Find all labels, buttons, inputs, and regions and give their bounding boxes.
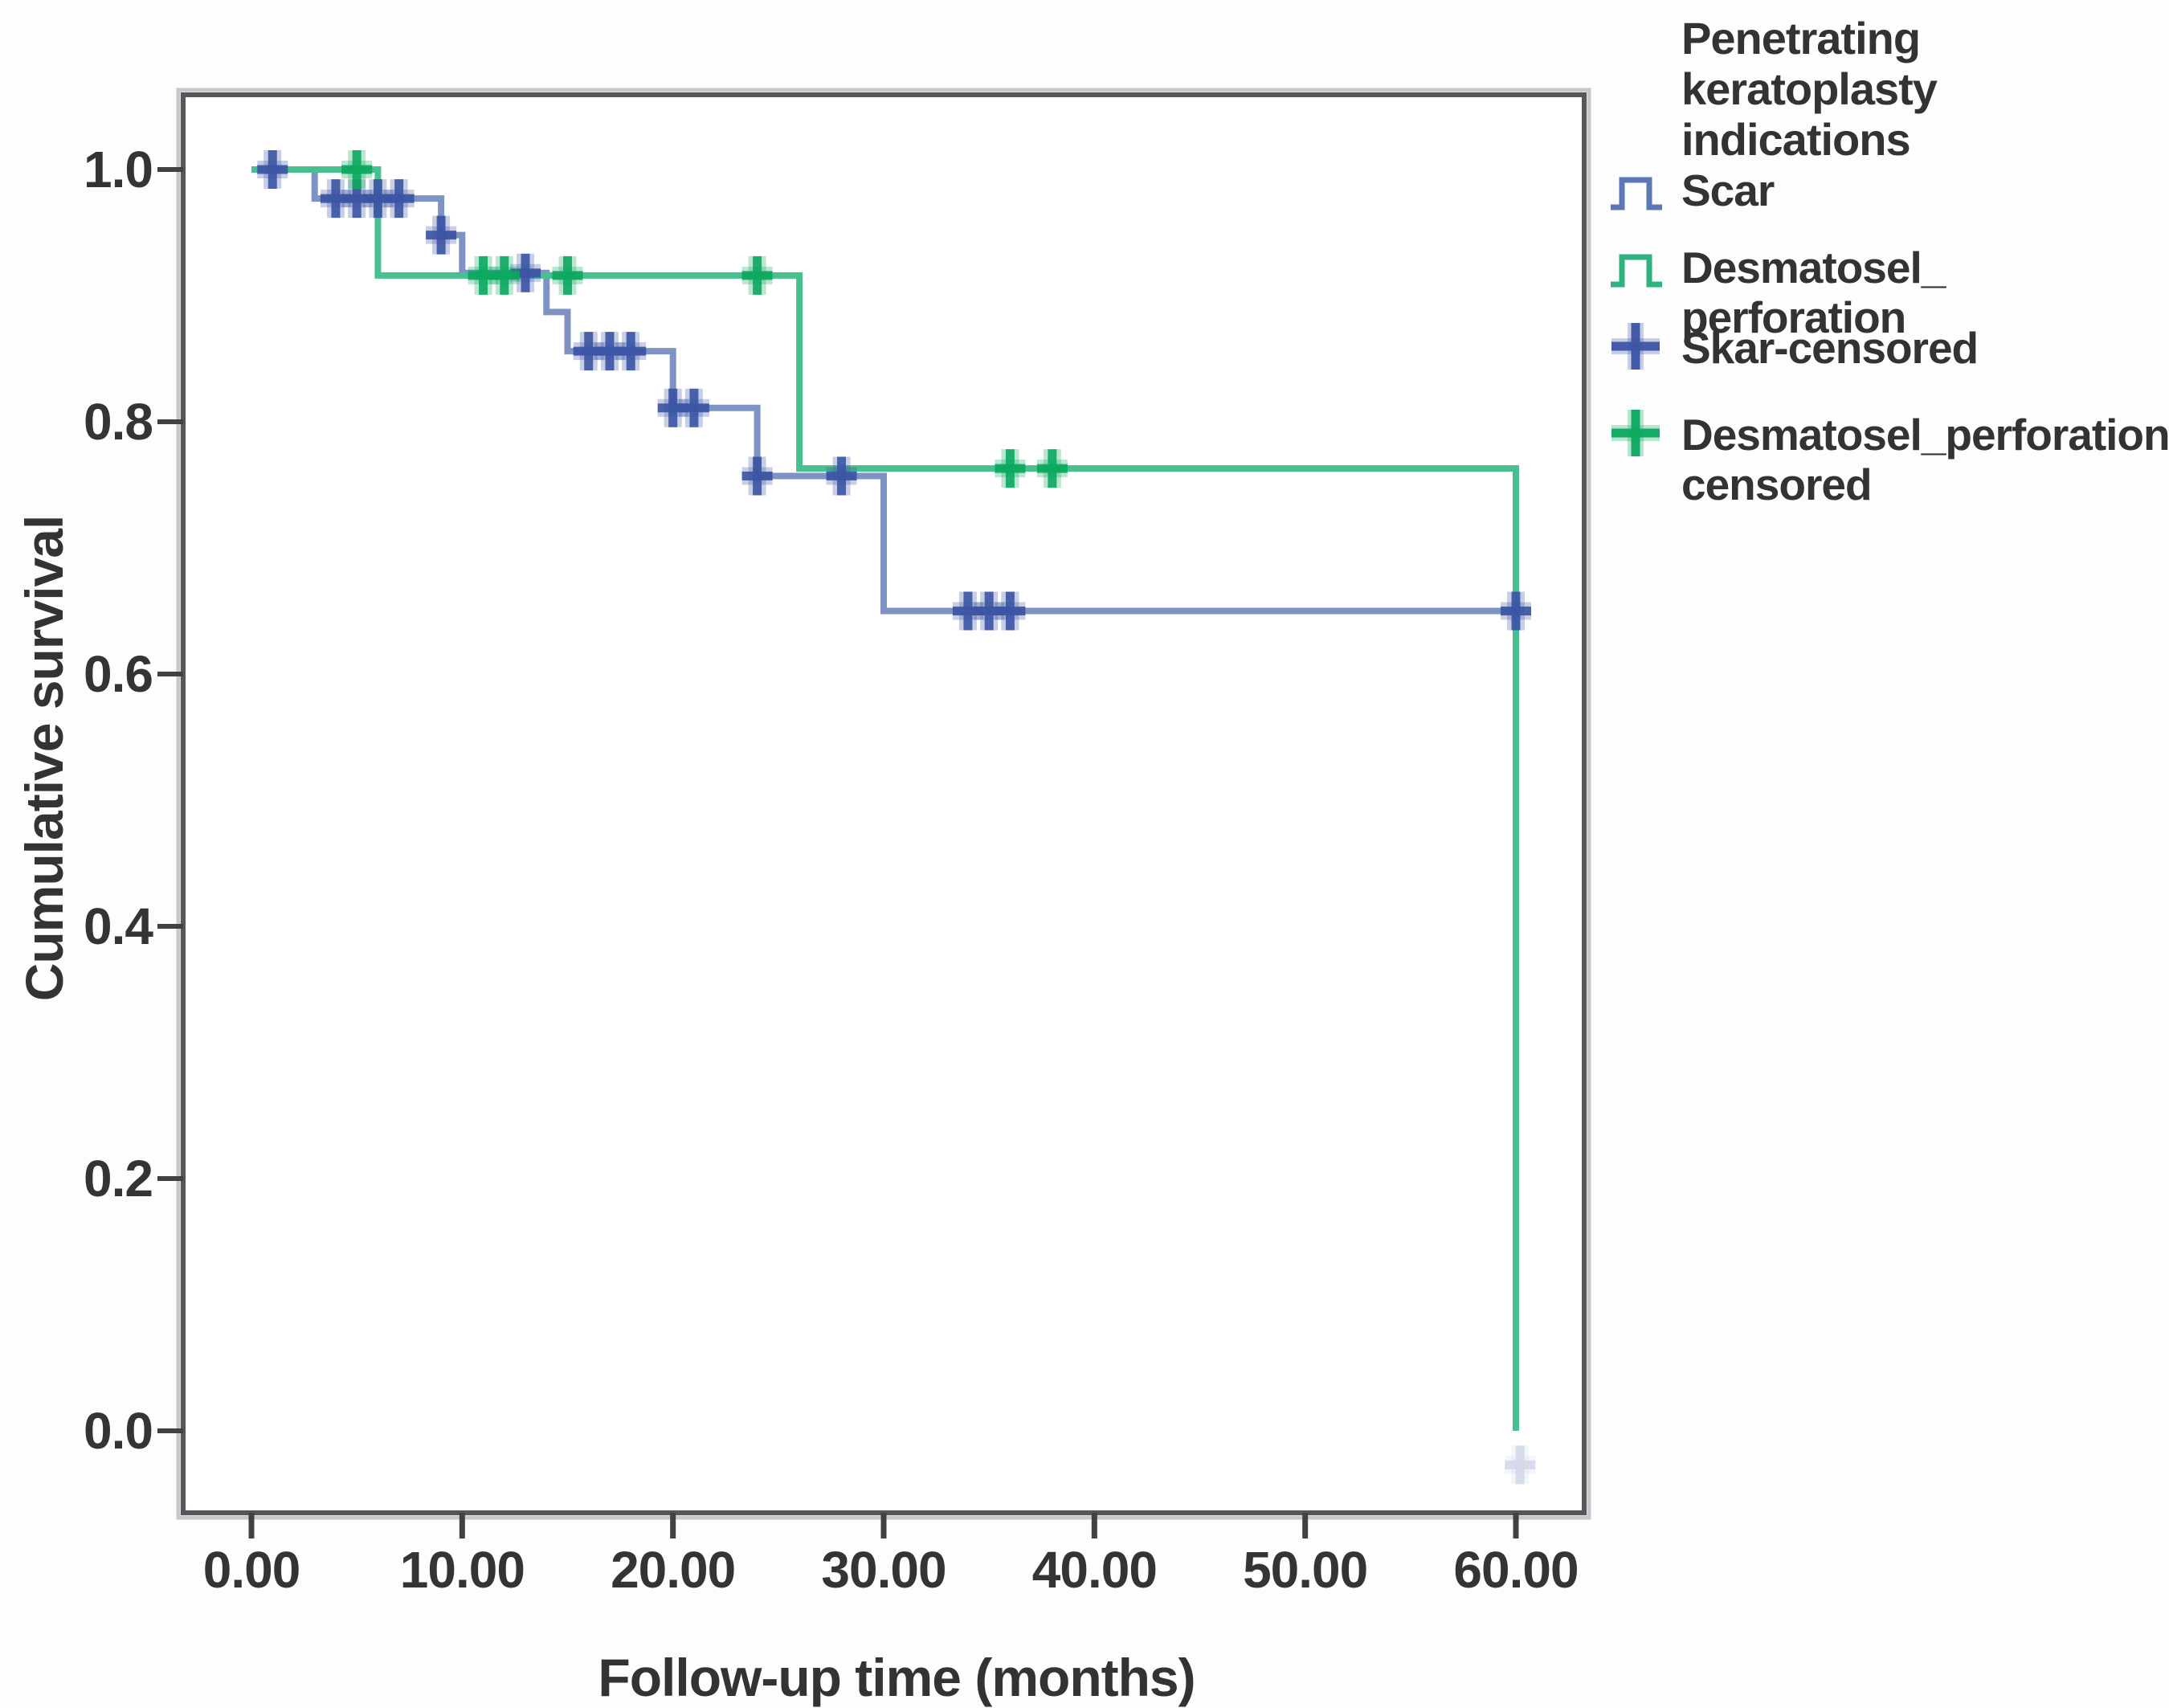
y-tick-label: 0.6 (84, 645, 153, 703)
survival-curve-scar (251, 166, 1516, 615)
legend-censor-plus-icon (1611, 323, 1660, 370)
censor-plus-marker (741, 255, 773, 295)
censor-plus-marker (678, 388, 709, 427)
legend-title: Penetrating keratoplasty indications (1681, 13, 1938, 165)
censor-plus-marker (488, 255, 520, 295)
x-tick-label: 40.00 (1031, 1541, 1158, 1599)
x-axis-title: Follow-up time (months) (598, 1648, 1195, 1707)
legend-entry-label: Skar-censored (1681, 323, 1979, 373)
legend-entry-label: Scar (1681, 165, 1775, 215)
legend-entry-label: Desmatosel_ perforation (1681, 243, 1946, 342)
legend-step-line-icon (1611, 177, 1662, 210)
x-tick-label: 10.00 (399, 1541, 525, 1599)
censor-plus-marker (1500, 591, 1531, 631)
y-tick-label: 0.4 (84, 897, 153, 955)
x-tick-label: 30.00 (821, 1541, 946, 1599)
legend-entry-label: Desmatosel_perforation- censored (1681, 410, 2169, 509)
y-axis-title: Cumulative survival (14, 515, 74, 1002)
censor-plus-marker (615, 332, 647, 371)
x-tick-label: 0.00 (202, 1541, 301, 1599)
censor-plus-marker (826, 456, 857, 496)
x-tick-label: 20.00 (611, 1541, 736, 1599)
censor-plus-marker (1036, 449, 1068, 488)
x-tick-label: 60.00 (1453, 1541, 1579, 1599)
legend-step-line-icon (1611, 254, 1662, 288)
y-tick-label: 1.0 (84, 141, 153, 198)
legend-censor-plus-icon (1611, 410, 1660, 456)
plot-border (181, 92, 1587, 1515)
censor-plus-marker (552, 255, 583, 295)
survival-curve-desmatosel--perforation (251, 166, 1519, 1431)
censor-plus-marker (257, 150, 288, 189)
censor-plus-marker (341, 150, 373, 189)
censor-plus-marker (426, 215, 457, 255)
y-tick-label: 0.0 (84, 1402, 153, 1460)
censor-plus-marker (995, 591, 1026, 631)
censor-plus-marker (383, 179, 415, 219)
censor-plus-marker (1505, 1445, 1536, 1485)
legend: Penetrating keratoplasty indications Sca… (1609, 0, 2169, 562)
censor-plus-marker (741, 456, 773, 496)
y-tick-label: 0.2 (84, 1150, 153, 1207)
x-tick-label: 50.00 (1243, 1541, 1368, 1599)
y-tick-label: 0.8 (84, 393, 153, 451)
censor-plus-marker (995, 449, 1026, 488)
